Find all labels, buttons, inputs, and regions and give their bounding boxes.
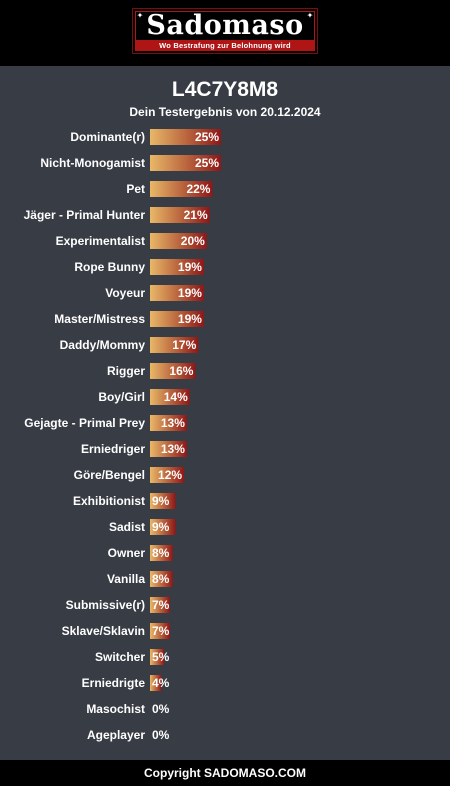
value-label: 8% [152,572,170,586]
result-bar [150,519,176,535]
category-label: Ageplayer [87,728,145,742]
result-bar [150,467,185,483]
value-label: 13% [161,442,185,456]
category-label: Masochist [86,702,145,716]
value-label: 13% [161,416,185,430]
value-label: 7% [152,624,170,638]
result-bar [150,233,207,249]
result-bar [150,597,170,613]
sadomaso-logo[interactable]: ✦ ✦ Sadomaso Wo Bestrafung zur Belohnung… [132,8,318,54]
value-label: 9% [152,520,170,534]
result-bar [150,649,165,665]
category-label: Switcher [95,650,145,664]
category-label: Submissive(r) [66,598,145,612]
value-label: 7% [152,598,170,612]
result-bar [150,363,196,379]
value-label: 16% [169,364,193,378]
logo-wordmark: Sadomaso [146,10,304,41]
category-label: Rope Bunny [74,260,145,274]
category-label: Gejagte - Primal Prey [24,416,145,430]
result-bar [150,389,190,405]
category-label: Owner [108,546,146,560]
result-bar [150,259,204,275]
category-label: Dominante(r) [70,130,145,144]
result-bar [150,493,176,509]
result-bar [150,181,213,197]
category-label: Master/Mistress [54,312,145,326]
category-label: Sadist [109,520,145,534]
value-label: 8% [152,546,170,560]
page-subtitle: Dein Testergebnis von 20.12.2024 [129,105,321,119]
page-title: L4C7Y8M8 [171,78,279,101]
result-bar [150,441,187,457]
category-label: Jäger - Primal Hunter [24,208,146,222]
value-label: 19% [178,286,202,300]
result-bar [150,207,210,223]
bar-group: Dominante(r) 25% Nicht-Monogamist 25% Pet 22%… [24,129,221,742]
result-bar [150,545,173,561]
result-bar [150,285,204,301]
category-label: Erniedriger [81,442,145,456]
category-label: Pet [126,182,145,196]
value-label: 17% [172,338,196,352]
value-label: 12% [158,468,182,482]
star-icon: ✦ [136,11,144,20]
value-label: 20% [181,234,205,248]
value-label: 21% [184,208,208,222]
copyright-footer: Copyright SADOMASO.COM [0,760,450,786]
category-label: Daddy/Mommy [60,338,146,352]
result-bar [150,675,162,691]
result-bar [150,311,204,327]
result-bar [150,129,221,145]
category-label: Rigger [107,364,145,378]
value-label: 4% [152,676,170,690]
category-label: Experimentalist [56,234,145,248]
result-bar [150,155,221,171]
value-label: 22% [186,182,210,196]
result-bar [150,337,199,353]
value-label: 25% [195,130,219,144]
logo-tagline: Wo Bestrafung zur Belohnung wird [135,40,315,51]
category-label: Göre/Bengel [74,468,145,482]
category-label: Vanilla [107,572,145,586]
result-bar [150,571,173,587]
value-label: 5% [152,650,170,664]
category-label: Boy/Girl [98,390,145,404]
category-label: Exhibitionist [73,494,145,508]
category-label: Sklave/Sklavin [62,624,145,638]
value-label: 0% [152,728,170,742]
star-icon: ✦ [306,11,314,20]
header: ✦ ✦ Sadomaso Wo Bestrafung zur Belohnung… [0,0,450,66]
category-label: Voyeur [105,286,145,300]
value-label: 19% [178,312,202,326]
result-bar-chart: Dominante(r) 25% Nicht-Monogamist 25% Pet 22%… [24,129,221,742]
result-bar [150,415,187,431]
value-label: 0% [152,702,170,716]
value-label: 9% [152,494,170,508]
value-label: 25% [195,156,219,170]
category-label: Erniedrigte [82,676,146,690]
category-label: Nicht-Monogamist [40,156,145,170]
result-bar [150,623,170,639]
value-label: 19% [178,260,202,274]
value-label: 14% [164,390,188,404]
